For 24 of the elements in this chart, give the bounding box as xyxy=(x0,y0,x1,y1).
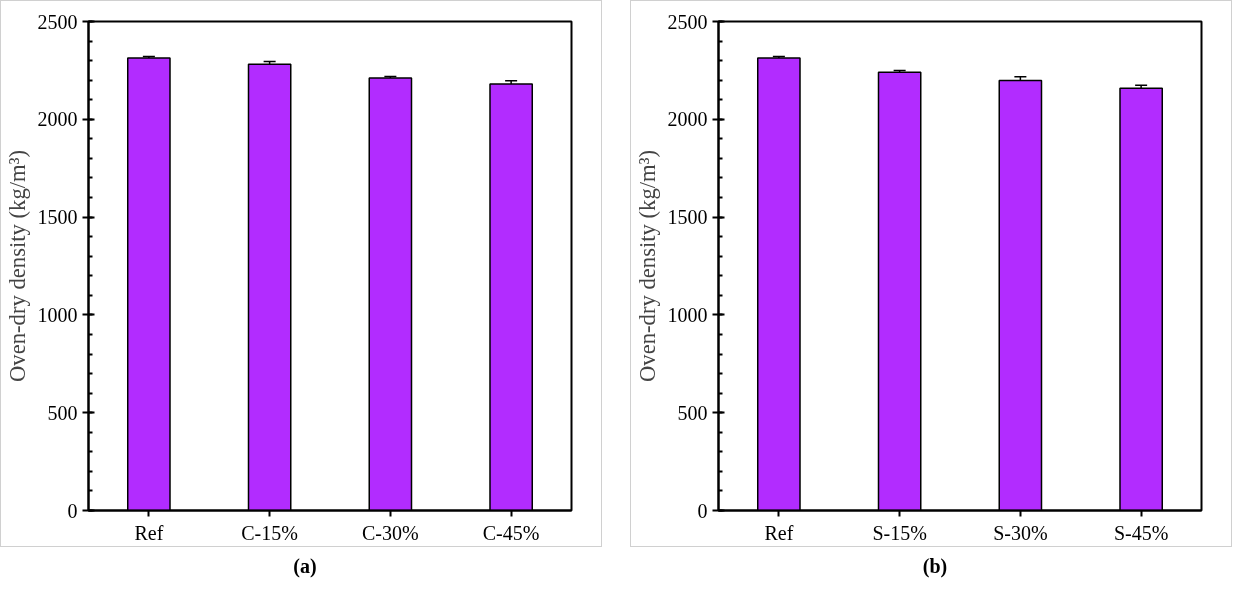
y-tick-label: 1000 xyxy=(37,303,78,326)
y-tick-label: 0 xyxy=(67,499,78,522)
y-axis-title: Oven-dry density (kg/m³) xyxy=(634,149,660,383)
text: (a) xyxy=(293,554,317,579)
x-tick-label: S-45% xyxy=(1113,521,1169,544)
y-tick-label: 2000 xyxy=(667,108,708,131)
y-tick-label: 2500 xyxy=(37,10,78,33)
x-tick-label: C-15% xyxy=(241,521,298,544)
y-tick-label: 2500 xyxy=(667,10,708,33)
y-tick-label: 1500 xyxy=(37,206,78,229)
y-tick-label: 2000 xyxy=(37,108,78,131)
y-tick-label: 0 xyxy=(697,499,708,522)
x-tick-label: Ref xyxy=(134,521,164,544)
x-tick-label: C-45% xyxy=(482,521,540,544)
y-tick-label: 500 xyxy=(47,401,78,424)
x-tick-label: C-30% xyxy=(362,521,419,544)
x-tick-label: S-30% xyxy=(993,521,1048,544)
x-tick-label: Ref xyxy=(764,521,794,544)
y-axis-title: Oven-dry density (kg/m³) xyxy=(4,149,30,383)
y-tick-label: 1000 xyxy=(667,303,708,326)
x-tick-label: S-15% xyxy=(872,521,927,544)
text: (b) xyxy=(922,554,948,580)
y-tick-label: 1500 xyxy=(667,206,708,229)
y-tick-label: 500 xyxy=(677,401,708,424)
